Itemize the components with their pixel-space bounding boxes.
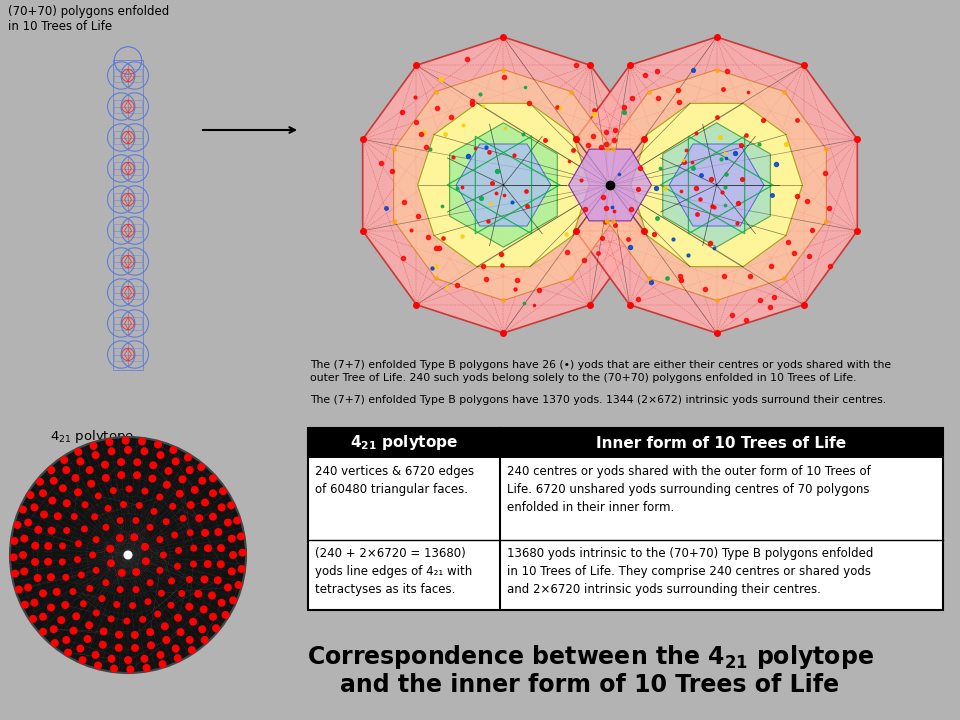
Text: $4_{21}$ polytope: $4_{21}$ polytope	[50, 428, 134, 445]
Circle shape	[186, 576, 193, 583]
Circle shape	[195, 514, 204, 522]
Polygon shape	[568, 149, 652, 221]
Circle shape	[180, 515, 186, 522]
Circle shape	[39, 628, 47, 636]
Circle shape	[135, 502, 143, 509]
Circle shape	[197, 463, 205, 471]
Circle shape	[190, 561, 197, 567]
Circle shape	[184, 454, 192, 462]
Circle shape	[156, 451, 164, 459]
Bar	[114, 348, 142, 361]
Circle shape	[237, 532, 245, 541]
Circle shape	[172, 644, 180, 652]
Circle shape	[212, 624, 220, 632]
Circle shape	[141, 543, 149, 551]
Circle shape	[71, 513, 78, 520]
Circle shape	[147, 524, 154, 531]
Circle shape	[82, 501, 88, 508]
Circle shape	[109, 487, 117, 494]
Circle shape	[113, 601, 120, 608]
Circle shape	[201, 498, 209, 506]
Circle shape	[189, 618, 197, 626]
Circle shape	[61, 601, 69, 609]
Circle shape	[138, 437, 146, 446]
Circle shape	[11, 537, 18, 545]
Circle shape	[229, 551, 237, 559]
Circle shape	[74, 556, 81, 563]
Circle shape	[200, 606, 207, 613]
Circle shape	[141, 487, 149, 495]
Circle shape	[201, 528, 209, 537]
Circle shape	[44, 542, 52, 550]
Circle shape	[126, 485, 132, 492]
Circle shape	[124, 551, 132, 559]
Circle shape	[162, 636, 170, 644]
Circle shape	[127, 665, 134, 673]
Polygon shape	[418, 104, 589, 266]
Circle shape	[174, 613, 182, 622]
Circle shape	[102, 474, 109, 482]
Circle shape	[108, 616, 114, 622]
Circle shape	[233, 516, 241, 524]
Circle shape	[238, 565, 246, 573]
Circle shape	[175, 547, 182, 554]
Circle shape	[77, 457, 84, 465]
Bar	[114, 317, 142, 330]
Circle shape	[108, 447, 115, 455]
Circle shape	[47, 603, 55, 611]
Circle shape	[34, 574, 41, 582]
Circle shape	[10, 437, 246, 673]
Bar	[114, 255, 142, 269]
Circle shape	[100, 627, 108, 636]
Circle shape	[224, 518, 232, 526]
Circle shape	[48, 497, 57, 505]
Bar	[114, 99, 142, 114]
Circle shape	[188, 646, 196, 654]
Circle shape	[92, 536, 100, 543]
Text: Inner form of 10 Trees of Life: Inner form of 10 Trees of Life	[596, 436, 847, 451]
Circle shape	[143, 664, 151, 672]
Circle shape	[209, 513, 217, 521]
Circle shape	[218, 503, 226, 511]
Circle shape	[74, 488, 82, 496]
Circle shape	[91, 513, 98, 521]
Circle shape	[59, 558, 66, 565]
Circle shape	[116, 586, 124, 593]
Circle shape	[31, 598, 38, 607]
Circle shape	[172, 457, 180, 465]
Circle shape	[209, 613, 217, 621]
Circle shape	[156, 493, 163, 500]
Circle shape	[169, 446, 178, 454]
Circle shape	[44, 558, 52, 566]
Circle shape	[199, 625, 206, 634]
Circle shape	[12, 570, 19, 577]
Circle shape	[164, 467, 173, 475]
Circle shape	[53, 588, 60, 596]
Circle shape	[161, 622, 169, 630]
Circle shape	[217, 544, 225, 552]
Circle shape	[116, 517, 124, 524]
Circle shape	[156, 567, 163, 574]
Circle shape	[157, 590, 165, 597]
Circle shape	[24, 518, 32, 526]
Circle shape	[156, 536, 163, 543]
Bar	[114, 161, 142, 176]
Circle shape	[105, 505, 111, 512]
Circle shape	[95, 492, 102, 500]
Circle shape	[117, 471, 125, 479]
Circle shape	[50, 625, 58, 634]
Circle shape	[14, 585, 23, 593]
Circle shape	[116, 534, 124, 542]
Circle shape	[185, 466, 194, 474]
Circle shape	[60, 542, 66, 549]
Circle shape	[48, 526, 56, 535]
Text: (240 + 2×6720 = 13680)
yods line edges of 4₂₁ with
tetractyses as its faces.: (240 + 2×6720 = 13680) yods line edges o…	[315, 547, 472, 596]
Circle shape	[58, 616, 65, 624]
Circle shape	[101, 461, 109, 469]
Circle shape	[191, 486, 199, 494]
Circle shape	[228, 567, 236, 575]
Circle shape	[21, 600, 29, 608]
Circle shape	[194, 590, 203, 598]
Circle shape	[228, 534, 236, 543]
Circle shape	[133, 458, 141, 467]
